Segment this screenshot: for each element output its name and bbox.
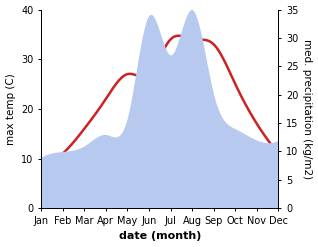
Y-axis label: max temp (C): max temp (C) [5,73,16,145]
X-axis label: date (month): date (month) [119,231,201,242]
Y-axis label: med. precipitation (kg/m2): med. precipitation (kg/m2) [302,39,313,179]
